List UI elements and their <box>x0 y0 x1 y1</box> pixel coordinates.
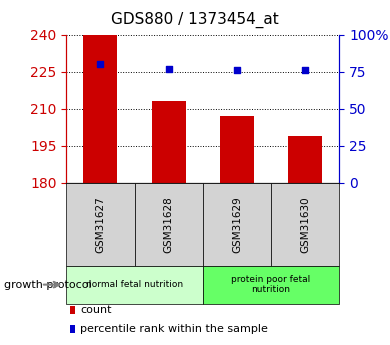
Point <box>302 67 308 73</box>
Text: percentile rank within the sample: percentile rank within the sample <box>80 324 268 334</box>
Text: protein poor fetal
nutrition: protein poor fetal nutrition <box>231 275 311 294</box>
Text: GSM31629: GSM31629 <box>232 196 242 253</box>
Text: GDS880 / 1373454_at: GDS880 / 1373454_at <box>111 12 279 28</box>
Text: normal fetal nutrition: normal fetal nutrition <box>86 280 183 289</box>
Point <box>234 67 240 73</box>
Point <box>166 66 172 71</box>
Text: GSM31630: GSM31630 <box>300 196 310 253</box>
Bar <box>220 116 254 183</box>
Bar <box>83 34 117 183</box>
Text: count: count <box>80 305 112 315</box>
Text: growth protocol: growth protocol <box>4 280 92 289</box>
Bar <box>288 136 322 183</box>
Bar <box>152 101 186 183</box>
Text: GSM31628: GSM31628 <box>164 196 174 253</box>
Text: GSM31627: GSM31627 <box>96 196 105 253</box>
Point <box>98 61 104 67</box>
